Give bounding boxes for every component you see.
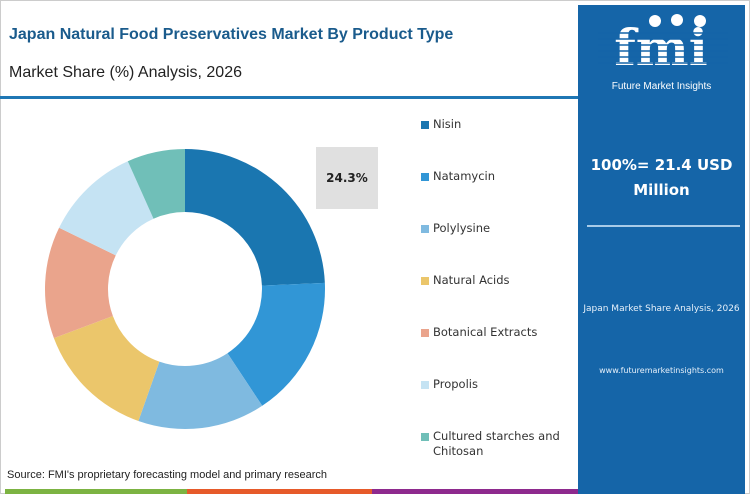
- legend-swatch: [421, 277, 429, 285]
- data-label-nisin: 24.3%: [316, 147, 378, 209]
- logo-subtext: Future Market Insights: [611, 81, 712, 92]
- legend-item: Cultured starches and Chitosan: [421, 429, 581, 459]
- panel-caption: Japan Market Share Analysis, 2026: [583, 304, 740, 314]
- panel-divider: [587, 225, 740, 227]
- donut-slice-polylysine: [138, 353, 263, 429]
- donut-slice-natamycin: [227, 282, 325, 406]
- legend-label: Propolis: [433, 377, 478, 391]
- legend-label: Polylysine: [433, 221, 491, 235]
- legend-label: Nisin: [433, 117, 462, 131]
- legend-item: Propolis: [421, 377, 581, 392]
- legend-label: Cultured starches and Chitosan: [433, 429, 560, 458]
- donut-slice-propolis: [59, 161, 154, 256]
- donut-slice-nisin: [185, 149, 325, 286]
- legend-swatch: [421, 173, 429, 181]
- legend-label: Natamycin: [433, 169, 496, 183]
- chart-title: Japan Natural Food Preservatives Market …: [9, 26, 454, 43]
- footer-bar-green: [5, 489, 187, 494]
- info-panel: fmi Future Market Insights 100%= 21.4 US…: [578, 5, 745, 494]
- donut-chart: [44, 149, 325, 429]
- legend-label: Natural Acids: [433, 273, 510, 287]
- market-total: 100%= 21.4 USD Million: [590, 156, 733, 199]
- website-link[interactable]: www.futuremarketinsights.com: [599, 366, 724, 375]
- data-label-text: 24.3%: [326, 171, 368, 185]
- legend-swatch: [421, 329, 429, 337]
- legend-swatch: [421, 121, 429, 129]
- globe-icon: [649, 15, 661, 27]
- legend-swatch: [421, 225, 429, 233]
- legend-swatch: [421, 381, 429, 389]
- legend-item: Natamycin: [421, 169, 581, 184]
- legend-item: Natural Acids: [421, 273, 581, 288]
- footer-bar-purple: [372, 489, 578, 494]
- globe-icon: [671, 14, 683, 26]
- legend-label: Botanical Extracts: [433, 325, 538, 339]
- fmi-logo: fmi: [598, 14, 728, 77]
- donut-slice-botanical-extracts: [44, 227, 116, 339]
- legend-item: Nisin: [421, 117, 581, 132]
- legend-swatch: [421, 433, 429, 441]
- logo-lettering: fmi: [614, 18, 707, 77]
- header-divider: [0, 96, 580, 99]
- legend-item: Polylysine: [421, 221, 581, 236]
- footer-bar-orange: [187, 489, 372, 494]
- donut-slice-cultured-starches-and-chitosan: [127, 149, 185, 219]
- chart-subtitle: Market Share (%) Analysis, 2026: [9, 64, 242, 81]
- globe-icon: [694, 15, 706, 27]
- donut-slice-natural-acids: [53, 315, 160, 422]
- legend-item: Botanical Extracts: [421, 325, 581, 340]
- source-note: Source: FMI's proprietary forecasting mo…: [7, 469, 328, 481]
